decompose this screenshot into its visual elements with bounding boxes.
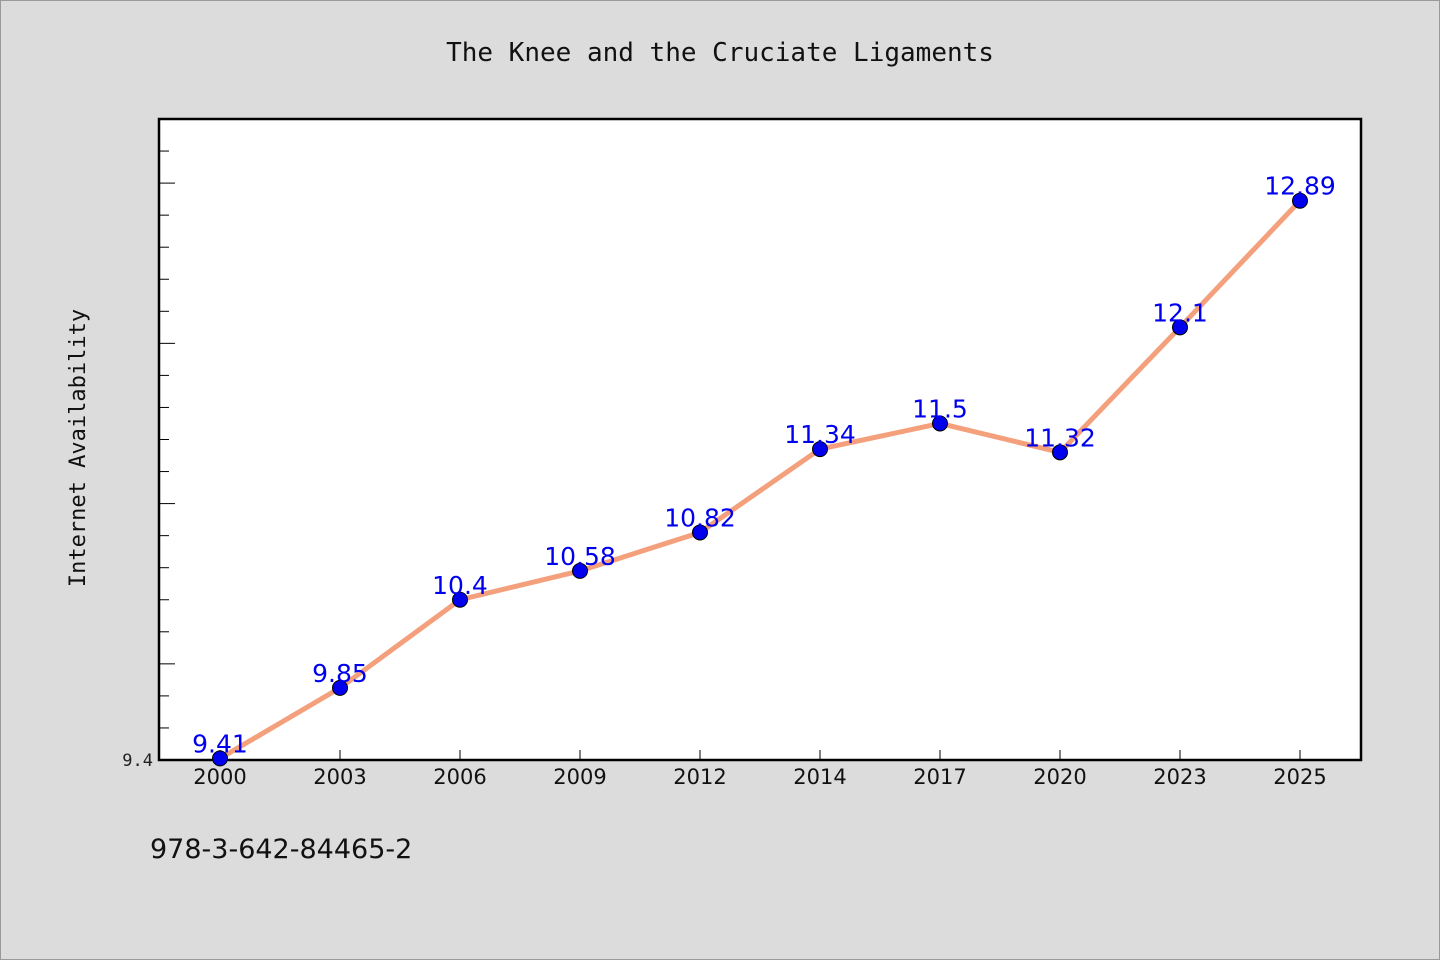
data-label: 10.58 [544, 542, 616, 571]
data-label: 10.4 [432, 571, 488, 600]
data-label: 11.5 [912, 394, 968, 423]
x-axis-ticks: 2000 2003 2006 2009 2012 2014 2017 2020 2023 2025 [193, 750, 1327, 789]
x-tick-label: 2009 [553, 765, 606, 789]
data-point [1052, 444, 1068, 461]
x-tick-label: 2023 [1153, 765, 1206, 789]
data-point [332, 679, 348, 696]
isbn-footer: 978-3-642-84465-2 [150, 834, 413, 865]
chart-title: The Knee and the Cruciate Ligaments [446, 38, 994, 68]
plot-area [157, 117, 1363, 762]
data-point [1172, 319, 1188, 336]
data-point [452, 591, 468, 608]
data-point [692, 524, 708, 541]
data-point [812, 441, 828, 458]
data-point [932, 415, 948, 432]
data-label: 11.32 [1024, 423, 1096, 452]
data-label: 12.1 [1152, 298, 1208, 327]
data-label: 9.41 [192, 729, 248, 758]
x-tick-label: 2014 [793, 765, 846, 789]
series-line-path [217, 198, 1303, 761]
data-label: 9.85 [312, 659, 368, 688]
x-tick-label: 2003 [313, 765, 366, 789]
series-line [217, 198, 1303, 761]
y-axis-label: Internet Availability [66, 309, 91, 587]
x-tick-label: 2006 [433, 765, 486, 789]
data-point [572, 562, 588, 579]
data-point [1292, 192, 1308, 209]
data-labels: 9.41 9.85 10.4 10.58 10.82 11.34 11.5 11.32 12.1… [192, 172, 1336, 759]
x-tick-label: 2020 [1033, 765, 1086, 789]
x-tick-label: 2012 [673, 765, 726, 789]
y-minor-ticks [159, 150, 175, 729]
series-markers [212, 192, 1308, 767]
x-tick-label: 2000 [193, 765, 246, 789]
x-tick-label: 2025 [1273, 765, 1326, 789]
x-tick-label: 2017 [913, 765, 966, 789]
data-point [212, 750, 228, 767]
data-label: 10.82 [664, 503, 736, 532]
data-label: 12.89 [1264, 172, 1336, 201]
data-label: 11.34 [784, 420, 856, 449]
y-axis-ticks: 9.4 [122, 751, 153, 771]
y-tick-label: 9.4 [122, 751, 153, 771]
